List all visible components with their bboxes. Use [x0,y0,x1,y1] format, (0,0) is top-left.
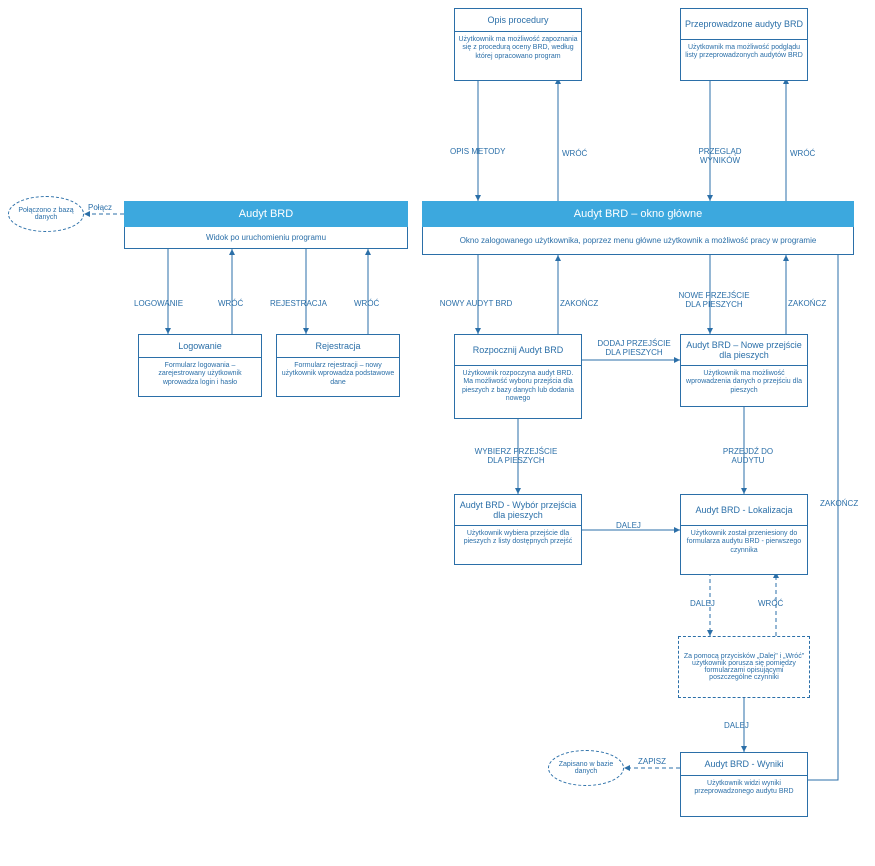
subtitle-right: Okno zalogowanego użytkownika, poprzez m… [422,227,854,255]
node-lokalizacja: Audyt BRD - LokalizacjaUżytkownik został… [680,494,808,575]
edge-label: WRÓĆ [354,300,379,309]
node-desc: Użytkownik rozpoczyna audyt BRD. Ma możl… [455,366,581,418]
edge-label: ZAKOŃCZ [820,500,858,509]
edge-label: ZAKOŃCZ [560,300,598,309]
edge-label: DALEJ [690,600,715,609]
subtitle-left: Widok po uruchomieniu programu [124,227,408,249]
node-wybor: Audyt BRD - Wybór przejścia dla pieszych… [454,494,582,565]
edge-label: WRÓĆ [562,150,587,159]
node-title: Audyt BRD – Nowe przejście dla pieszych [681,335,807,365]
header-text: Audyt BRD – okno główne [574,208,702,220]
edge-label: DALEJ [616,522,641,531]
edge-label: WRÓĆ [758,600,783,609]
cloud-text: Połączono z bazą danych [11,207,81,221]
edge-label: NOWE PRZEJŚCIE DLA PIESZYCH [672,292,756,310]
edge-label: Połącz [88,204,112,213]
header-text: Audyt BRD [239,208,293,220]
header-audyt-brd: Audyt BRD [124,201,408,227]
node-title: Rejestracja [277,335,399,357]
edge-label: LOGOWANIE [134,300,183,309]
flowchart-arrows [0,0,875,866]
navigation-note: Za pomocą przycisków „Dalej" i „Wróć" uż… [678,636,810,698]
subtitle-text: Widok po uruchomieniu programu [206,233,326,242]
node-nowe_przejscie: Audyt BRD – Nowe przejście dla pieszychU… [680,334,808,407]
edge-label: REJESTRACJA [270,300,327,309]
edge-label: PRZEGLĄD WYNIKÓW [678,148,762,166]
edge-label: WRÓĆ [790,150,815,159]
edge-label: DALEJ [724,722,749,731]
edge-label: PRZEJDŹ DO AUDYTU [706,448,790,466]
edge-label: WYBIERZ PRZEJŚCIE DLA PIESZYCH [474,448,558,466]
node-title: Opis procedury [455,9,581,31]
node-logowanie: LogowanieFormularz logowania – zarejestr… [138,334,262,397]
node-desc: Użytkownik widzi wyniki przeprowadzonego… [681,776,807,816]
node-desc: Formularz logowania – zarejestrowany uży… [139,358,261,396]
node-desc: Użytkownik ma możliwość zapoznania się z… [455,32,581,80]
edge-label: ZAKOŃCZ [788,300,826,309]
cloud-database-connected: Połączono z bazą danych [8,196,84,232]
node-desc: Użytkownik ma możliwość podglądu listy p… [681,40,807,80]
node-desc: Użytkownik wybiera przejście dla pieszyc… [455,526,581,564]
node-opis: Opis proceduryUżytkownik ma możliwość za… [454,8,582,81]
node-title: Przeprowadzone audyty BRD [681,9,807,39]
node-title: Logowanie [139,335,261,357]
cloud-text: Zapisano w bazie danych [551,761,621,775]
cloud-saved: Zapisano w bazie danych [548,750,624,786]
node-title: Audyt BRD - Lokalizacja [681,495,807,525]
edge-label: WRÓĆ [218,300,243,309]
node-rejestracja: RejestracjaFormularz rejestracji – nowy … [276,334,400,397]
edge-label: DODAJ PRZEJŚCIE DLA PIESZYCH [592,340,676,358]
node-title: Rozpocznij Audyt BRD [455,335,581,365]
node-title: Audyt BRD - Wyniki [681,753,807,775]
subtitle-text: Okno zalogowanego użytkownika, poprzez m… [460,236,817,245]
header-audyt-brd-main: Audyt BRD – okno główne [422,201,854,227]
node-rozpocznij: Rozpocznij Audyt BRDUżytkownik rozpoczyn… [454,334,582,419]
node-desc: Użytkownik ma możliwość wprowadzenia dan… [681,366,807,406]
node-wyniki: Audyt BRD - WynikiUżytkownik widzi wynik… [680,752,808,817]
node-desc: Użytkownik został przeniesiony do formul… [681,526,807,574]
note-text: Za pomocą przycisków „Dalej" i „Wróć" uż… [683,653,805,681]
edge-label: NOWY AUDYT BRD [434,300,518,309]
node-title: Audyt BRD - Wybór przejścia dla pieszych [455,495,581,525]
node-przeprowadzone: Przeprowadzone audyty BRDUżytkownik ma m… [680,8,808,81]
node-desc: Formularz rejestracji – nowy użytkownik … [277,358,399,396]
edge-label: ZAPISZ [638,758,666,767]
edge-label: OPIS METODY [450,148,505,157]
